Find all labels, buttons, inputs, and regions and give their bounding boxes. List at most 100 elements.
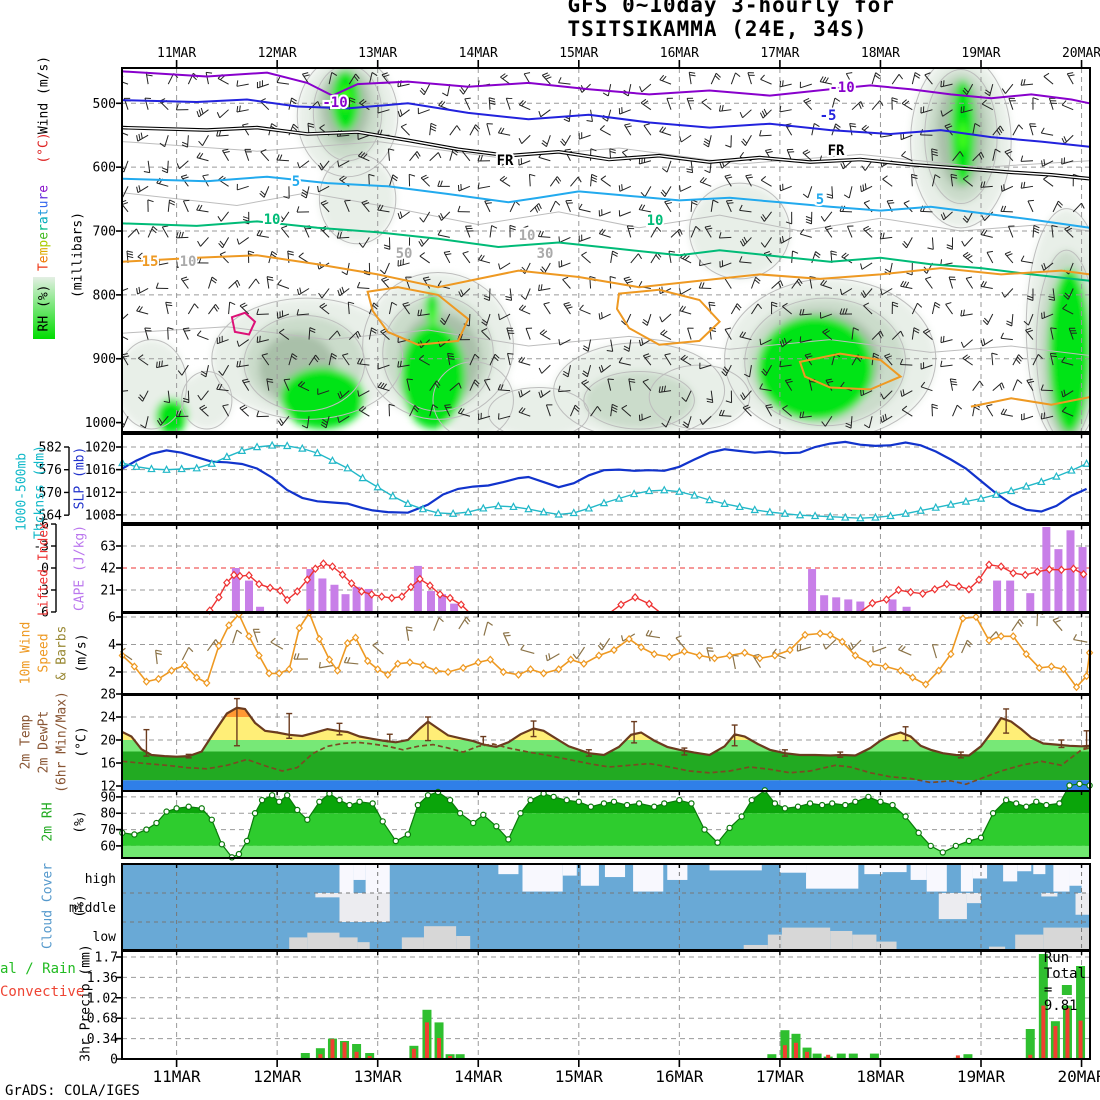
cloud-block-low: [743, 944, 768, 950]
svg-text:60: 60: [100, 839, 116, 854]
svg-text:11MAR: 11MAR: [153, 1067, 202, 1086]
svg-text:16MAR: 16MAR: [655, 1067, 704, 1086]
svg-text:-10: -10: [322, 95, 347, 111]
svg-text:19MAR: 19MAR: [957, 1067, 1006, 1086]
svg-text:14MAR: 14MAR: [459, 46, 498, 61]
svg-text:63: 63: [100, 540, 116, 555]
svg-text:570: 570: [39, 486, 62, 501]
svg-text:700: 700: [93, 225, 116, 240]
panel-2m-rh: [119, 780, 1093, 861]
svg-text:middle: middle: [69, 901, 116, 916]
cloud-block-high: [1069, 864, 1082, 886]
panel-2m-temp: [121, 697, 1090, 791]
axis-label-cloud-cover: Cloud Cover: [40, 862, 56, 950]
svg-text:17MAR: 17MAR: [760, 46, 799, 61]
svg-text:13MAR: 13MAR: [358, 46, 397, 61]
cloud-block-low: [876, 941, 897, 950]
temperature-contours: [122, 70, 1090, 408]
cape-bar: [832, 597, 841, 612]
cloud-block-low: [989, 946, 1006, 950]
precip-total-bar: [300, 1053, 310, 1059]
cloud-block-high: [926, 864, 947, 892]
precip-conv-bar: [367, 1056, 372, 1059]
cape-bar: [856, 601, 865, 612]
svg-text:1000: 1000: [85, 416, 116, 431]
axis-label-2m-rh: 2m RH: [40, 802, 56, 842]
svg-text:15: 15: [142, 254, 159, 270]
cape-bar: [256, 606, 265, 612]
svg-text:-6: -6: [33, 518, 49, 533]
precip-conv-bar: [1028, 1054, 1033, 1059]
cape-bar: [888, 599, 897, 612]
svg-text:900: 900: [93, 352, 116, 367]
svg-text:FR: FR: [828, 143, 845, 159]
cloud-block-high: [667, 864, 688, 880]
cape-bar: [413, 565, 422, 612]
slp-line: [121, 440, 1088, 514]
svg-text:16: 16: [100, 757, 116, 772]
axis-label-cape-j-kg-: CAPE (J/kg): [72, 524, 88, 612]
cape-bar: [341, 594, 350, 612]
axis-label--: (%): [72, 894, 88, 918]
rh-markers: [119, 780, 1093, 861]
cloud-block-low: [307, 932, 340, 950]
axis-label-lifted-index: Lifted Index: [36, 522, 52, 616]
svg-text:FR: FR: [497, 153, 514, 169]
cloud-block-high: [779, 864, 807, 873]
page-title: GFS 0~10day 3-hourly for TSITSIKAMMA (24…: [567, 0, 895, 41]
svg-text:80: 80: [100, 807, 116, 822]
svg-text:1016: 1016: [85, 463, 116, 478]
run-total-swatch: [1061, 985, 1072, 995]
svg-text:1.7: 1.7: [95, 951, 118, 966]
svg-text:19MAR: 19MAR: [961, 46, 1000, 61]
svg-text:-10: -10: [829, 80, 854, 96]
cape-bar: [844, 599, 853, 612]
panel-precip: [300, 954, 1086, 1059]
wind-speed-line: [118, 608, 1094, 692]
temp-bands: [122, 707, 1090, 791]
precip-conv-bar: [805, 1051, 810, 1059]
precip-conv-bar: [354, 1051, 359, 1059]
axis-label--c-: (°C): [36, 132, 52, 164]
cloud-block-low: [781, 927, 831, 950]
svg-text:12: 12: [100, 780, 116, 795]
precip-total-bar: [812, 1053, 822, 1059]
svg-text:12MAR: 12MAR: [258, 46, 297, 61]
precip-total-bar: [848, 1053, 858, 1059]
cloud-block-middle: [966, 893, 981, 904]
svg-text:2: 2: [108, 666, 116, 681]
cape-bar: [352, 586, 361, 612]
cape-bar: [902, 606, 911, 612]
svg-text:70: 70: [100, 823, 116, 838]
svg-text:20: 20: [100, 734, 116, 749]
svg-text:5: 5: [816, 192, 824, 208]
svg-text:90: 90: [100, 790, 116, 805]
10m-barb-field: [120, 611, 1088, 670]
temp-line: [121, 706, 1090, 758]
precip-conv-bar: [793, 1042, 798, 1059]
precip-convective-label: Convective: [0, 984, 85, 1000]
cape-bar: [1006, 580, 1015, 612]
svg-text:12MAR: 12MAR: [253, 1067, 302, 1086]
cape-bar: [438, 594, 447, 612]
cloud-block-high: [562, 864, 577, 876]
precip-conv-bar: [448, 1056, 453, 1059]
panel-10m-wind: [118, 608, 1094, 692]
svg-text:28: 28: [100, 688, 116, 703]
svg-text:4: 4: [108, 638, 116, 653]
cloud-block-high: [633, 864, 664, 892]
svg-text:600: 600: [93, 161, 116, 176]
svg-text:10: 10: [647, 213, 664, 229]
cloud-block-low: [852, 934, 877, 950]
svg-text:1.02: 1.02: [87, 991, 118, 1006]
cloud-block-low: [289, 937, 308, 950]
svg-text:0.68: 0.68: [87, 1012, 118, 1027]
cape-bar: [426, 591, 435, 612]
svg-text:42: 42: [100, 562, 116, 577]
precip-conv-bar: [1041, 1005, 1046, 1059]
panel-slp-thickness: [118, 440, 1091, 522]
svg-text:6: 6: [108, 611, 116, 626]
cloud-block-high: [864, 864, 883, 875]
cloud-block-high: [709, 864, 762, 871]
